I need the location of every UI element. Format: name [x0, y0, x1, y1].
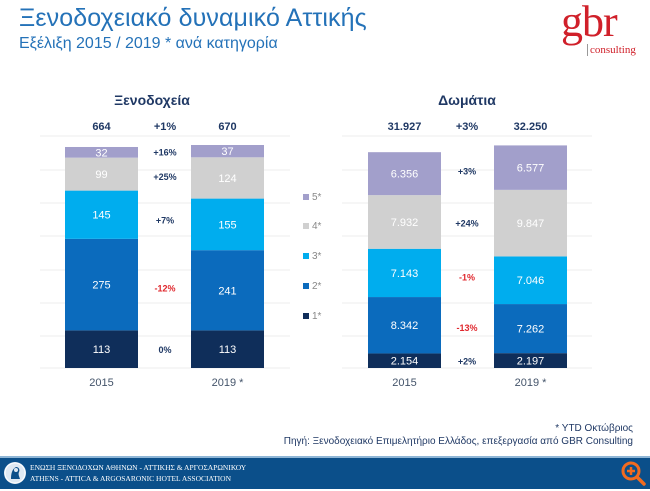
gbr-logo: gbr consulting [557, 0, 637, 62]
bar-segment-label: 8.342 [391, 320, 419, 332]
bar-segment-label: 37 [221, 146, 233, 158]
gbr-logo-subtext: consulting [587, 44, 636, 56]
segment-change-label: -1% [459, 273, 475, 283]
charts-canvas: Ξενοδοχεία 664 670 +1% 113 275 145 99 32 2015 113 2… [40, 92, 592, 389]
bar-segment-label: 155 [218, 219, 236, 231]
legend-label: 5* [312, 192, 322, 203]
legend-label: 1* [312, 311, 322, 322]
bar-segment-label: 113 [93, 344, 111, 356]
legend-swatch [303, 253, 309, 259]
bar-segment-label: 9.847 [517, 218, 545, 230]
bar-segment-label: 2.197 [517, 356, 545, 368]
bar-segment-label: 99 [95, 169, 107, 181]
bar-segment [191, 157, 264, 199]
footer-bar: ΕΝΩΣΗ ΞΕΝΟΔΟΧΩΝ ΑΘΗΝΩΝ - ΑΤΤΙΚΗΣ & ΑΡΓΟΣ… [0, 456, 650, 489]
page-title: Ξενοδοχειακό δυναμικό Αττικής [19, 4, 367, 32]
segment-change-label: +25% [153, 172, 176, 182]
legend-swatch [303, 313, 309, 319]
chart-title: Ξενοδοχεία [114, 92, 190, 108]
bar-segment-label: 145 [92, 210, 110, 222]
legend-swatch [303, 283, 309, 289]
segment-change-label: +3% [458, 167, 476, 177]
bar-total-label: 670 [218, 121, 236, 133]
bar-segment-label: 6.356 [391, 169, 419, 181]
legend-label: 4* [312, 221, 322, 232]
bar-segment [65, 238, 138, 331]
bar-segment-label: 6.577 [517, 163, 545, 175]
bar-segment [191, 250, 264, 331]
bar-segment [191, 198, 264, 251]
page-subtitle: Εξέλιξη 2015 / 2019 * ανά κατηγορία [19, 35, 278, 52]
bar-segment [494, 304, 567, 354]
total-change-label: +1% [154, 121, 177, 133]
segment-change-label: -12% [154, 283, 175, 293]
bar-segment-label: 32 [95, 147, 107, 159]
legend-swatch [303, 194, 309, 200]
bar-segment-label: 2.154 [391, 356, 419, 368]
bar-segment [494, 145, 567, 190]
bar-segment [65, 190, 138, 239]
x-axis-label: 2015 [89, 377, 113, 389]
zoom-in-icon [621, 461, 646, 486]
bar-segment-label: 7.143 [391, 268, 419, 280]
bar-segment-label: 124 [218, 173, 236, 185]
legend-label: 3* [312, 251, 322, 262]
bar-segment [368, 353, 441, 368]
bar-segment [191, 330, 264, 368]
segment-change-label: +2% [458, 357, 476, 367]
association-name-greek: ΕΝΩΣΗ ΞΕΝΟΔΟΧΩΝ ΑΘΗΝΩΝ - ΑΤΤΙΚΗΣ & ΑΡΓΟΣ… [30, 463, 247, 472]
bar-total-label: 32.250 [514, 121, 548, 133]
bar-segment [494, 256, 567, 305]
bar-segment [368, 152, 441, 196]
association-name-english: ATHENS - ATTICA & ARGOSARONIC HOTEL ASSO… [30, 474, 231, 483]
footnote-ytd: * YTD Οκτώβριος [555, 423, 633, 434]
bar-segment-label: 7.262 [517, 324, 545, 336]
bar-segment-label: 113 [219, 344, 237, 356]
bar-total-label: 664 [92, 121, 111, 133]
bar-segment [65, 146, 138, 158]
x-axis-label: 2019 * [212, 377, 245, 389]
total-change-label: +3% [456, 121, 479, 133]
bar-segment [494, 189, 567, 257]
x-axis-label: 2015 [392, 377, 416, 389]
footnote-source: Πηγή: Ξενοδοχειακό Επιμελητήριο Ελλάδος,… [283, 436, 633, 447]
segment-change-label: -13% [456, 323, 477, 333]
legend-swatch [303, 223, 309, 229]
bar-total-label: 31.927 [388, 121, 422, 133]
segment-change-label: +7% [156, 216, 174, 226]
bar-segment [368, 248, 441, 298]
zoom-in-button[interactable] [620, 460, 646, 486]
bar-segment-label: 7.046 [517, 275, 545, 287]
gbr-logo-text: gbr [561, 0, 618, 46]
segment-change-label: +16% [153, 148, 176, 158]
segment-change-label: +24% [455, 219, 478, 229]
bar-segment [368, 195, 441, 249]
legend-label: 2* [312, 281, 322, 292]
bar-segment [494, 353, 567, 368]
x-axis-label: 2019 * [515, 377, 548, 389]
bar-segment-label: 241 [218, 285, 236, 297]
segment-change-label: 0% [158, 345, 171, 355]
bar-segment [65, 157, 138, 191]
bar-segment [65, 330, 138, 368]
bar-segment-label: 275 [92, 280, 110, 292]
chart-title: Δωμάτια [438, 92, 496, 108]
association-logo-icon [4, 462, 26, 484]
bar-segment-label: 7.932 [391, 217, 419, 229]
bar-segment [368, 297, 441, 354]
bar-segment [191, 145, 264, 158]
